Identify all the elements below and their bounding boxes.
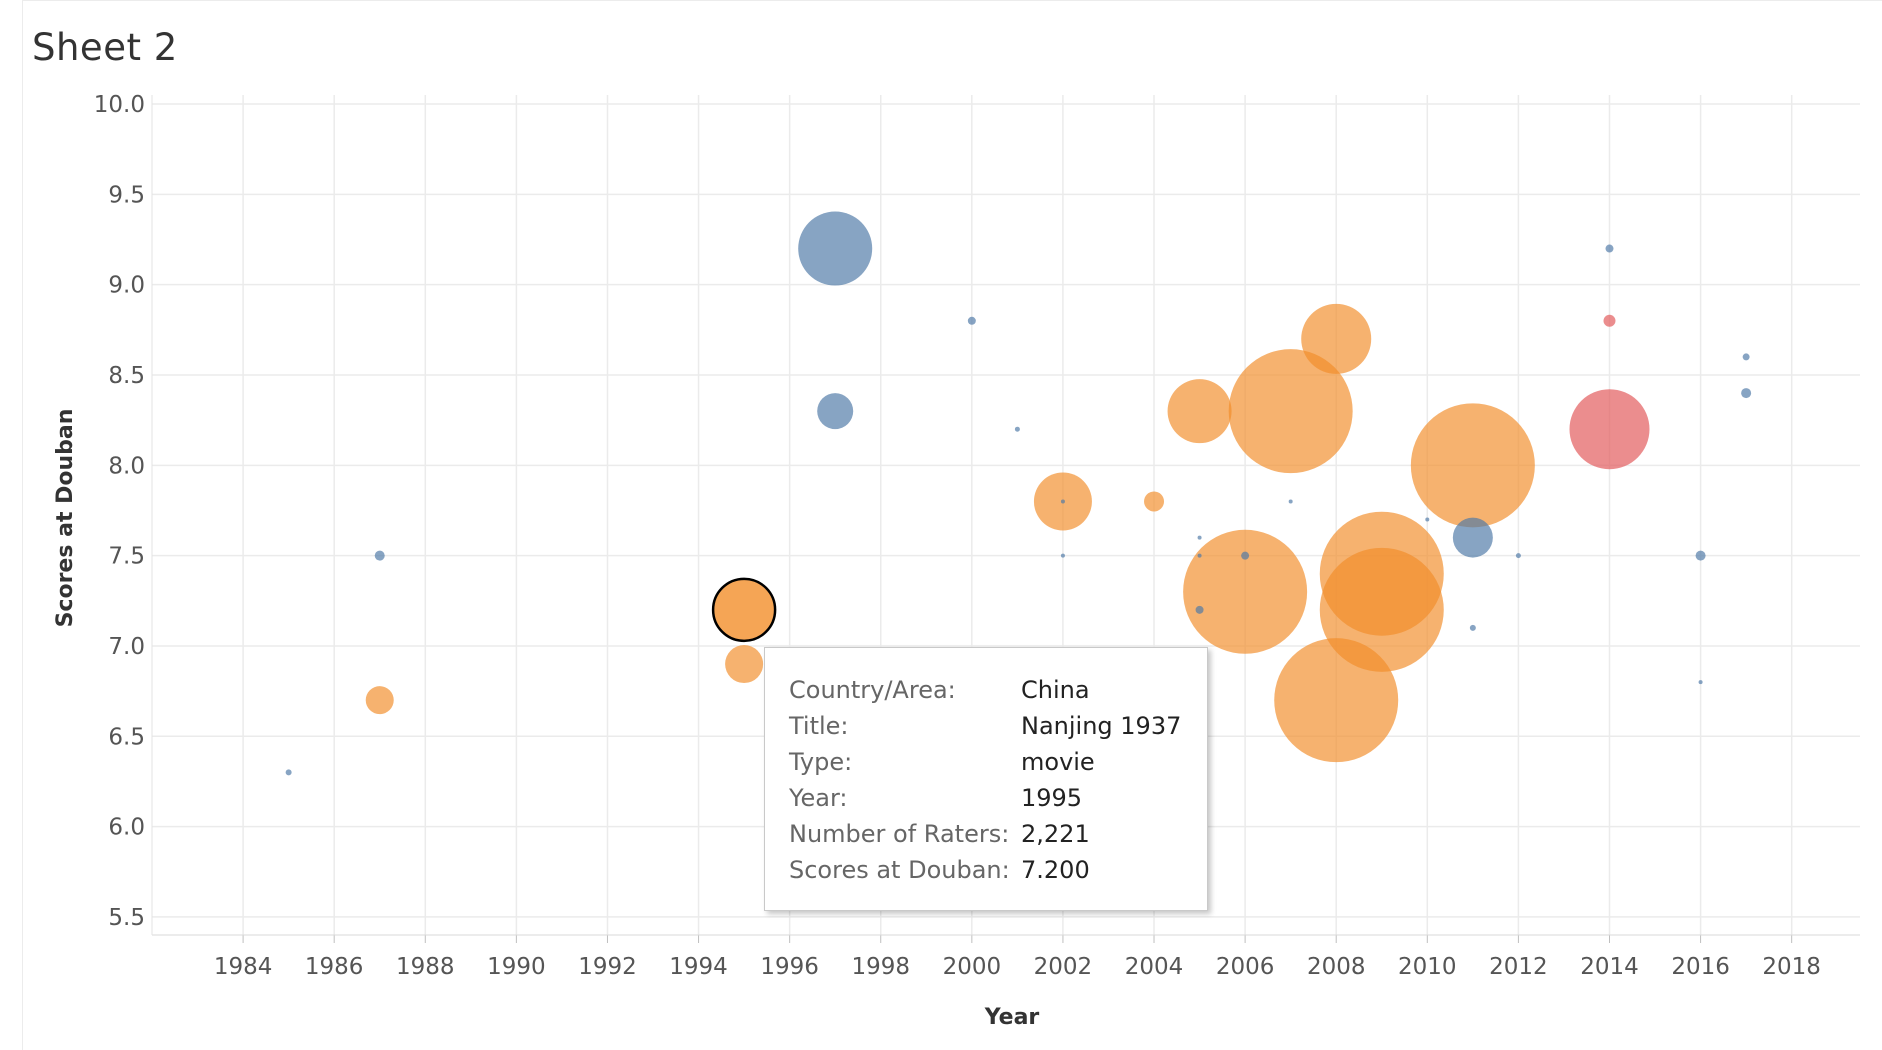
tooltip-value: 7.200 — [1021, 856, 1090, 884]
tooltip-label: Year: — [789, 784, 848, 812]
data-point[interactable] — [374, 550, 385, 561]
y-tick-label: 6.0 — [108, 815, 145, 841]
data-point[interactable] — [1410, 403, 1535, 528]
x-tick-label: 2012 — [1489, 954, 1548, 980]
data-point[interactable] — [1741, 388, 1752, 399]
data-point[interactable] — [1014, 426, 1020, 432]
data-point[interactable] — [1060, 499, 1065, 504]
x-tick-label: 2002 — [1034, 954, 1093, 980]
data-point-selected[interactable] — [711, 577, 777, 643]
y-axis-title: Scores at Douban — [53, 409, 78, 628]
x-tick-label: 2010 — [1398, 954, 1457, 980]
data-point[interactable] — [1301, 303, 1372, 374]
data-point[interactable] — [1167, 379, 1232, 444]
x-tick-label: 1986 — [305, 954, 364, 980]
x-tick-label: 1998 — [851, 954, 910, 980]
data-point[interactable] — [1605, 244, 1614, 253]
data-point[interactable] — [1060, 553, 1065, 558]
data-point[interactable] — [1241, 551, 1250, 560]
data-point[interactable] — [1195, 605, 1204, 614]
mark-tooltip: Country/Area: China Title: Nanjing 1937 … — [764, 647, 1208, 911]
x-tick-label: 2000 — [943, 954, 1002, 980]
data-point[interactable] — [1452, 517, 1493, 558]
x-axis-title: Year — [984, 1005, 1040, 1030]
data-point[interactable] — [817, 393, 854, 430]
y-tick-label: 8.5 — [108, 363, 145, 389]
data-point[interactable] — [967, 316, 976, 325]
x-tick-label: 1990 — [487, 954, 546, 980]
data-point[interactable] — [1144, 491, 1165, 512]
data-point[interactable] — [725, 645, 764, 684]
y-tick-label: 8.0 — [108, 453, 145, 479]
data-point[interactable] — [285, 769, 292, 776]
data-point[interactable] — [1228, 349, 1353, 474]
tooltip-row-score: Scores at Douban: 7.200 — [789, 852, 1207, 888]
x-tick-label: 2004 — [1125, 954, 1184, 980]
tooltip-value: China — [1021, 676, 1090, 704]
tooltip-row-type: Type: movie — [789, 744, 1207, 780]
data-point[interactable] — [1425, 517, 1430, 522]
y-tick-label: 6.5 — [108, 724, 145, 750]
y-tick-label: 5.5 — [108, 905, 145, 931]
x-tick-label: 1992 — [578, 954, 637, 980]
x-tick-label: 1996 — [760, 954, 819, 980]
data-point[interactable] — [1469, 624, 1476, 631]
tooltip-row-year: Year: 1995 — [789, 780, 1207, 816]
data-point[interactable] — [1319, 547, 1444, 672]
data-point[interactable] — [798, 211, 873, 286]
tooltip-row-title: Title: Nanjing 1937 — [789, 708, 1207, 744]
tooltip-label: Country/Area: — [789, 676, 956, 704]
data-point[interactable] — [1603, 314, 1616, 327]
data-point[interactable] — [1183, 529, 1308, 654]
data-point[interactable] — [1569, 389, 1650, 470]
y-tick-label: 7.0 — [108, 634, 145, 660]
tooltip-value: 2,221 — [1021, 820, 1090, 848]
tooltip-value: Nanjing 1937 — [1021, 712, 1182, 740]
worksheet-frame — [22, 0, 1882, 1050]
x-tick-label: 1988 — [396, 954, 455, 980]
data-point[interactable] — [1695, 550, 1706, 561]
tooltip-label: Type: — [789, 748, 853, 776]
y-tick-label: 7.5 — [108, 544, 145, 570]
y-tick-label: 10.0 — [94, 92, 145, 118]
chart-marks[interactable] — [285, 211, 1752, 776]
x-tick-label: 1984 — [214, 954, 273, 980]
tooltip-label: Scores at Douban: — [789, 856, 1010, 884]
tooltip-row-raters: Number of Raters: 2,221 — [789, 816, 1207, 852]
sheet-title: Sheet 2 — [32, 26, 178, 69]
data-point[interactable] — [1742, 353, 1750, 361]
x-tick-label: 1994 — [669, 954, 728, 980]
x-tick-label: 2016 — [1671, 954, 1730, 980]
x-tick-label: 2018 — [1762, 954, 1821, 980]
data-point[interactable] — [1698, 680, 1703, 685]
data-point[interactable] — [1288, 499, 1293, 504]
tooltip-value: 1995 — [1021, 784, 1083, 812]
y-axis-ticks: 5.5 6.0 6.5 7.0 7.5 8.0 8.5 9.0 9.5 10.0 — [94, 92, 145, 931]
tooltip-row-country: Country/Area: China — [789, 672, 1207, 708]
tooltip-label: Number of Raters: — [789, 820, 1010, 848]
data-point[interactable] — [1197, 553, 1202, 558]
data-point[interactable] — [1515, 553, 1521, 559]
x-tick-label: 2014 — [1580, 954, 1639, 980]
y-tick-label: 9.0 — [108, 273, 145, 299]
x-tick-label: 2008 — [1307, 954, 1366, 980]
data-point[interactable] — [365, 686, 394, 715]
tooltip-label: Title: — [789, 712, 849, 740]
x-tick-label: 2006 — [1216, 954, 1275, 980]
tooltip-value: movie — [1021, 748, 1095, 776]
y-tick-label: 9.5 — [108, 182, 145, 208]
x-axis-ticks: 1984 1986 1988 1990 1992 1994 1996 1998 2000 2002… — [214, 954, 1821, 980]
data-point[interactable] — [1197, 535, 1202, 540]
